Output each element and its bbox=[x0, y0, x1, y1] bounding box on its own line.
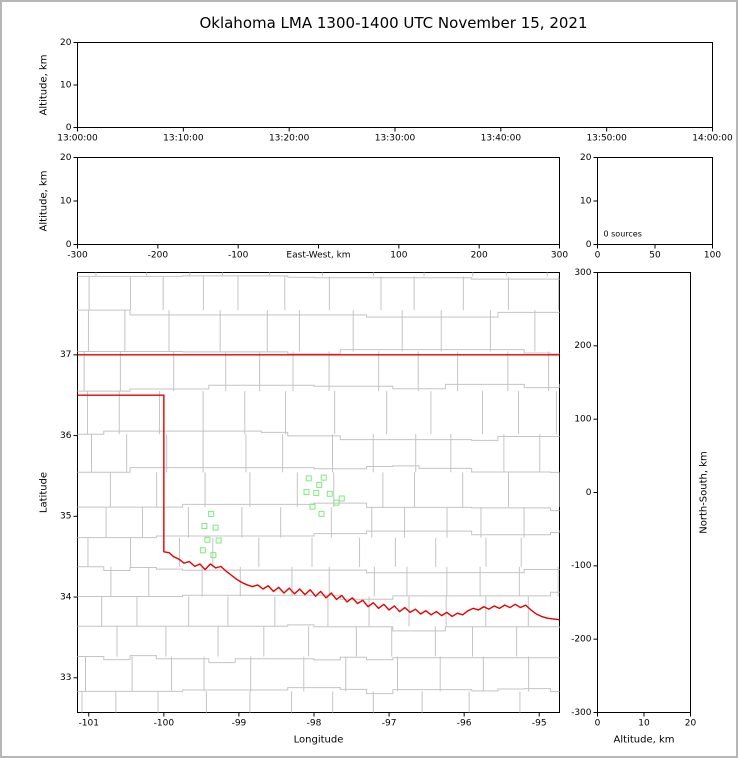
chart-title: Oklahoma LMA 1300-1400 UTC November 15, … bbox=[199, 14, 588, 32]
